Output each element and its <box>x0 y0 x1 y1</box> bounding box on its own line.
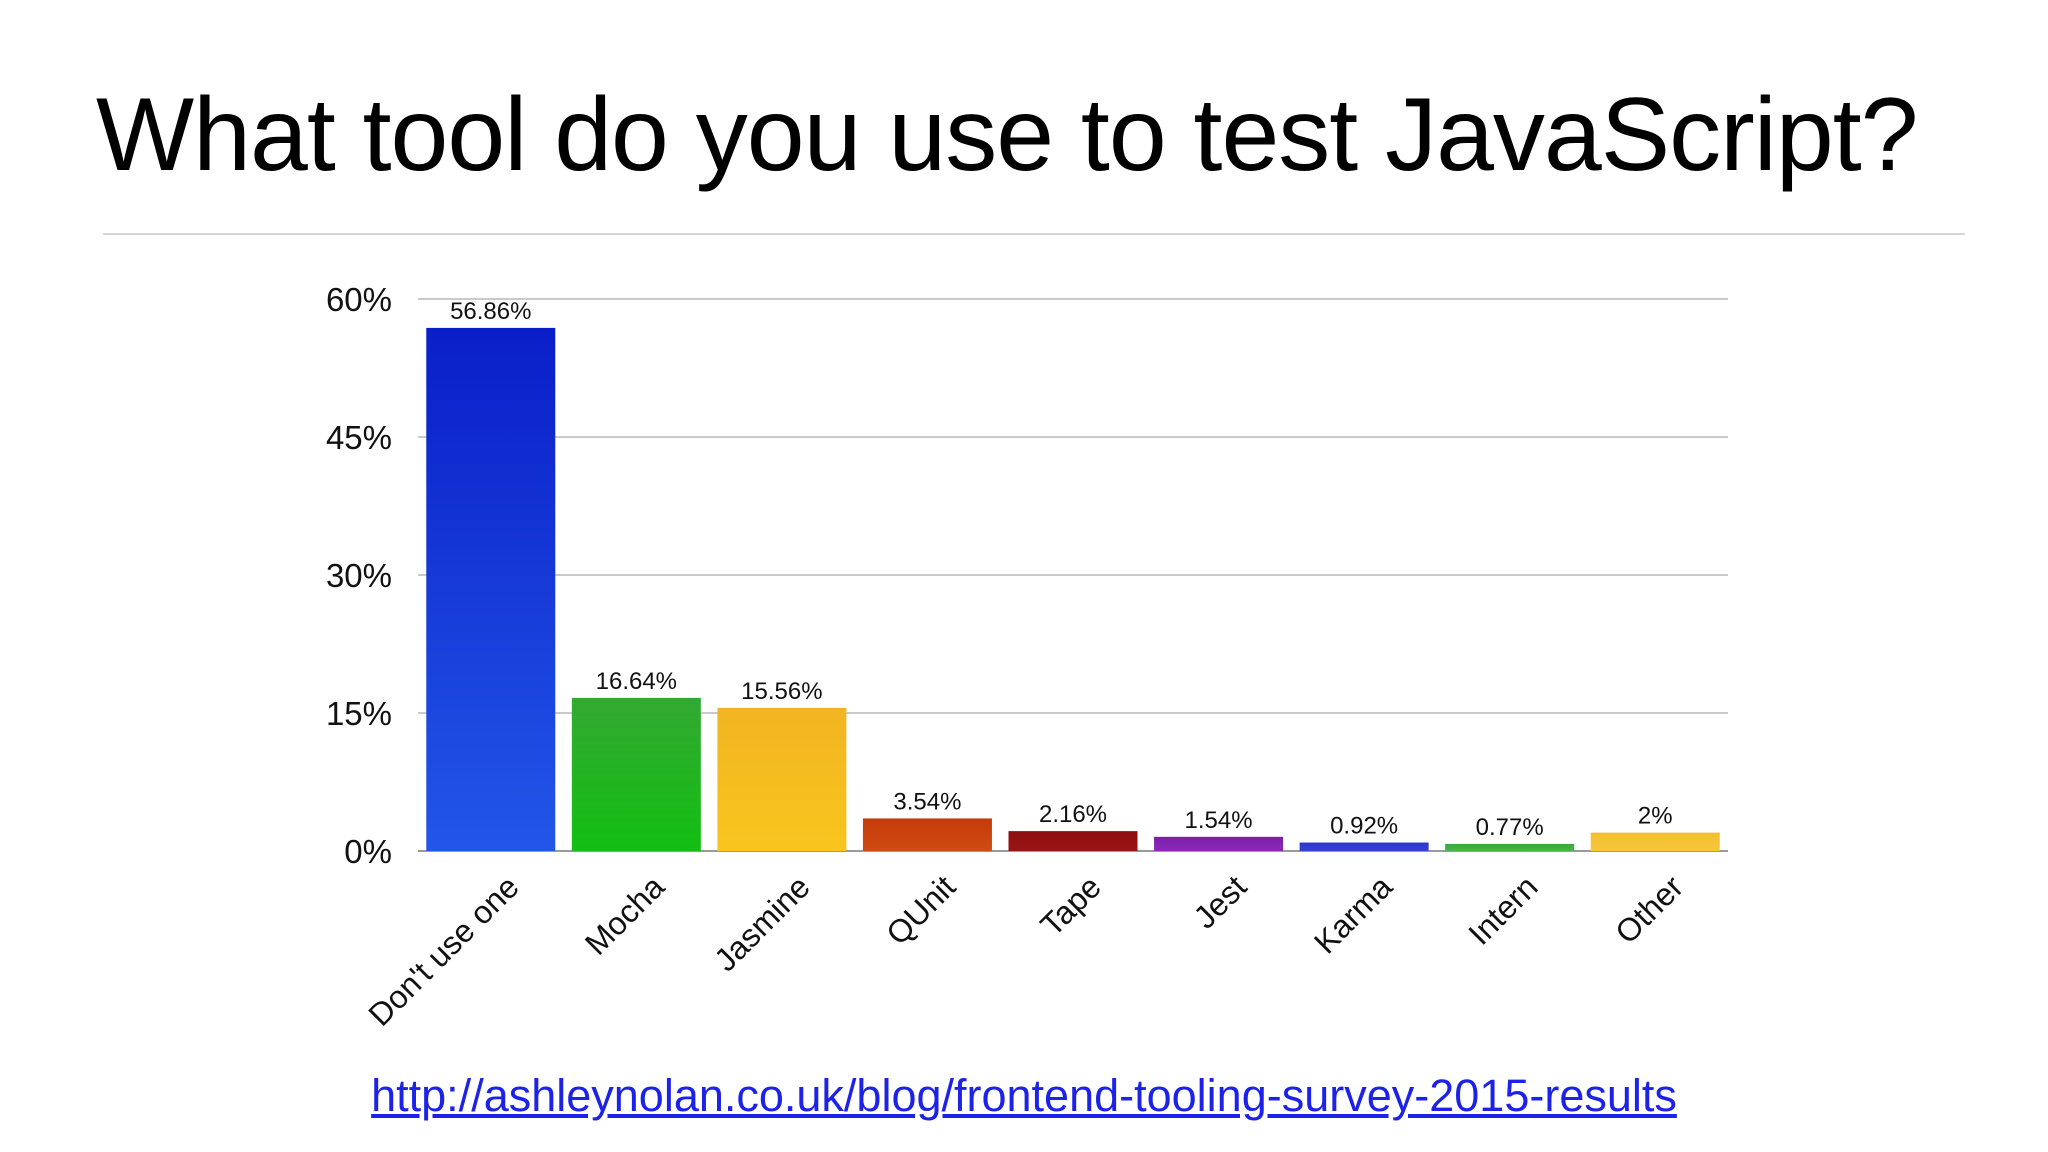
source-link[interactable]: http://ashleynolan.co.uk/blog/frontend-t… <box>371 1070 1677 1121</box>
slide-title: What tool do you use to test JavaScript? <box>96 77 1918 193</box>
data-label: 15.56% <box>741 678 822 705</box>
bar <box>1299 842 1429 851</box>
x-tick-label: Jasmine <box>707 868 817 978</box>
data-label: 2.16% <box>1039 801 1107 828</box>
y-tick-label: 0% <box>344 833 392 870</box>
bar <box>717 707 847 851</box>
data-label: 2% <box>1638 803 1673 830</box>
bar <box>1154 836 1284 851</box>
bar <box>862 818 992 851</box>
bar <box>571 697 701 851</box>
x-tick-label: Tape <box>1033 868 1108 943</box>
bar <box>426 327 556 851</box>
data-label: 0.92% <box>1330 813 1398 840</box>
data-label: 16.64% <box>596 668 677 695</box>
x-tick-label: Jest <box>1187 868 1254 935</box>
x-tick-label: Mocha <box>578 868 672 962</box>
bar <box>1008 831 1138 851</box>
y-tick-label: 30% <box>326 557 392 594</box>
x-tick-label: Intern <box>1461 868 1544 951</box>
y-tick-label: 45% <box>326 419 392 456</box>
x-tick-label: QUnit <box>879 868 962 951</box>
x-tick-label: Other <box>1608 868 1690 950</box>
data-label: 3.54% <box>893 788 961 815</box>
bar-chart: 0% 15% 30% 45% 60% 56.86% Don't use one 16.64% M… <box>326 281 1728 1033</box>
data-label: 1.54% <box>1185 807 1253 834</box>
data-label: 56.86% <box>450 298 531 325</box>
y-tick-label: 15% <box>326 695 392 732</box>
bar <box>1590 832 1720 851</box>
x-tick-label: Don't use one <box>361 868 525 1032</box>
title-divider <box>103 233 1965 235</box>
y-tick-label: 60% <box>326 281 392 318</box>
bar <box>1445 843 1575 851</box>
data-label: 0.77% <box>1476 814 1544 841</box>
x-tick-label: Karma <box>1307 868 1399 960</box>
